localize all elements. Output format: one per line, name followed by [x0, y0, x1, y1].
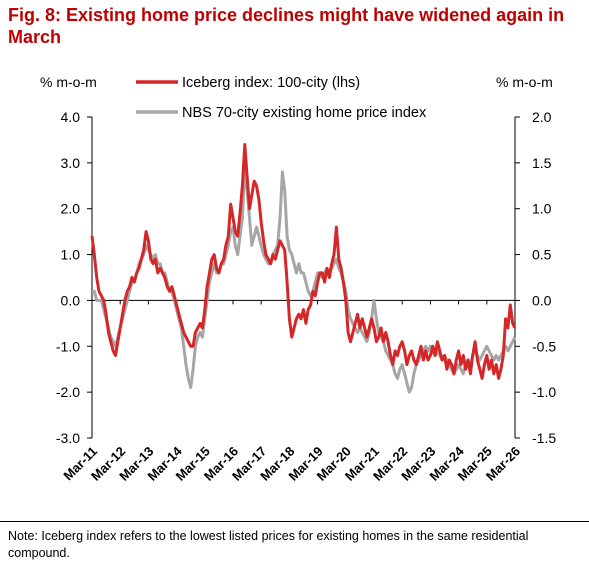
- left-tick-label: 0.0: [61, 292, 81, 308]
- right-axis-label: % m-o-m: [496, 74, 553, 90]
- right-tick-label: 0.0: [532, 292, 552, 308]
- left-tick-label: -2.0: [56, 384, 80, 400]
- left-tick-label: 1.0: [61, 247, 81, 263]
- right-tick-label: 1.5: [532, 155, 552, 171]
- left-tick-label: 3.0: [61, 155, 81, 171]
- right-tick-label: -1.5: [532, 430, 556, 446]
- left-tick-label: -3.0: [56, 430, 80, 446]
- chart-title: Fig. 8: Existing home price declines mig…: [8, 5, 565, 47]
- series-line-nbs: [92, 165, 517, 394]
- legend-item-nbs-label: NBS 70-city existing home price index: [182, 105, 427, 121]
- footnote: Note: Iceberg index refers to the lowest…: [8, 529, 529, 560]
- left-tick-label: -1.0: [56, 338, 80, 354]
- right-tick-label: -0.5: [532, 338, 556, 354]
- note-divider: [0, 521, 589, 522]
- right-tick-label: -1.0: [532, 384, 556, 400]
- right-tick-label: 2.0: [532, 109, 552, 125]
- left-tick-label: 4.0: [61, 109, 81, 125]
- left-tick-label: 2.0: [61, 201, 81, 217]
- right-tick-label: 0.5: [532, 247, 552, 263]
- right-tick-label: 1.0: [532, 201, 552, 217]
- line-chart: 4.0 3.0 2.0 1.0 0.0 -1.0 -2.0 -3.0 2.0 1.5 1.0 0.5 0…: [56, 75, 556, 484]
- legend-item-iceberg-label: Iceberg index: 100-city (lhs): [182, 75, 360, 91]
- left-axis-label: % m-o-m: [40, 74, 97, 90]
- series-line-iceberg: [90, 143, 517, 380]
